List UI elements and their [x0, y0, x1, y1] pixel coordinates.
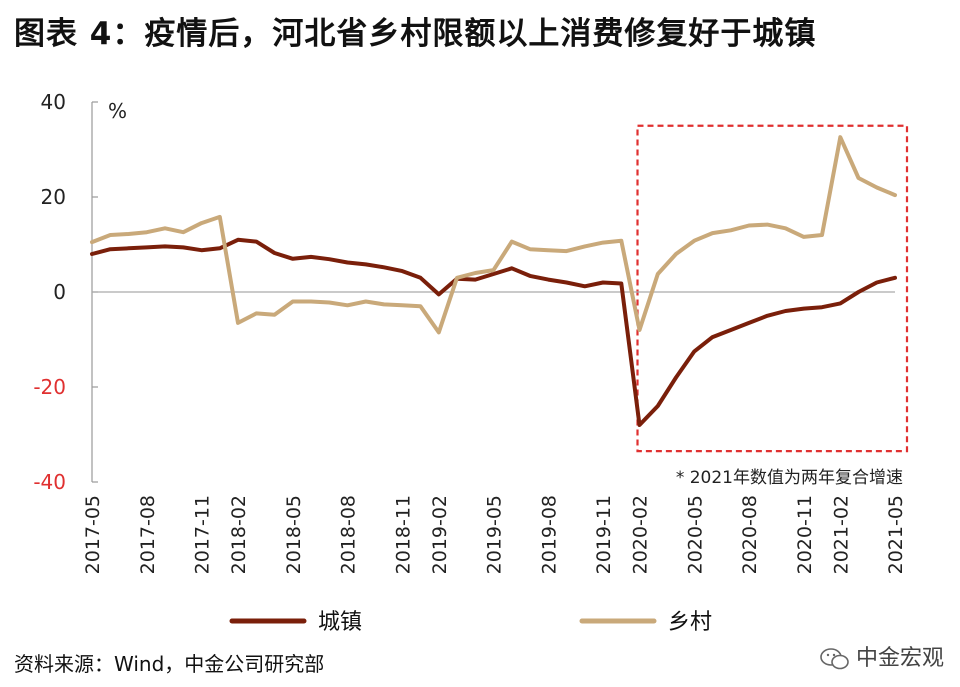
- wechat-icon: [820, 648, 849, 670]
- x-tick-label: 2018-08: [338, 495, 360, 574]
- y-tick-label: 40: [41, 90, 66, 114]
- highlight-box: [636, 124, 909, 453]
- x-tick-label: 2019-05: [484, 495, 506, 574]
- x-tick-label: 2018-02: [228, 495, 250, 574]
- x-tick-label: 2019-08: [538, 495, 560, 574]
- series-line-2: [90, 135, 897, 335]
- x-tick-label: 2019-11: [593, 495, 615, 574]
- line-chart: -40 -20 0 20 40 % 2017-05 2017-08 2017-11 2018-02…: [33, 90, 909, 635]
- x-tick-label: 2017-05: [82, 495, 104, 574]
- legend-label: 乡村: [668, 610, 712, 635]
- x-tick-label: 2020-08: [739, 495, 761, 574]
- x-tick-label: 2019-02: [429, 495, 451, 574]
- brand-watermark: 中金宏观: [820, 640, 944, 672]
- x-tick-label: 2017-11: [192, 495, 214, 574]
- y-tick-label: 20: [41, 185, 66, 209]
- x-tick-label: 2020-02: [630, 495, 652, 574]
- y-tick-label: -20: [33, 375, 66, 399]
- chart-title: 图表 4：疫情后，河北省乡村限额以上消费修复好于城镇: [14, 16, 817, 52]
- x-tick-label: 2021-05: [885, 495, 907, 574]
- x-tick-label: 2021-02: [830, 495, 852, 574]
- x-tick-label: 2018-11: [392, 495, 414, 574]
- x-tick-label: 2017-08: [137, 495, 159, 574]
- x-tick-label: 2020-05: [684, 495, 706, 574]
- y-tick-label: 0: [53, 280, 66, 304]
- legend-label: 城镇: [318, 610, 362, 635]
- source-note: 资料来源：Wind，中金公司研究部: [14, 652, 325, 676]
- x-tick-label: 2018-05: [283, 495, 305, 574]
- y-unit-label: %: [108, 99, 127, 123]
- y-tick-label: -40: [33, 470, 66, 494]
- x-tick-label: 2020-11: [794, 495, 816, 574]
- chart-annotation: * 2021年数值为两年复合增速: [676, 468, 903, 488]
- brand-name: 中金宏观: [855, 646, 944, 671]
